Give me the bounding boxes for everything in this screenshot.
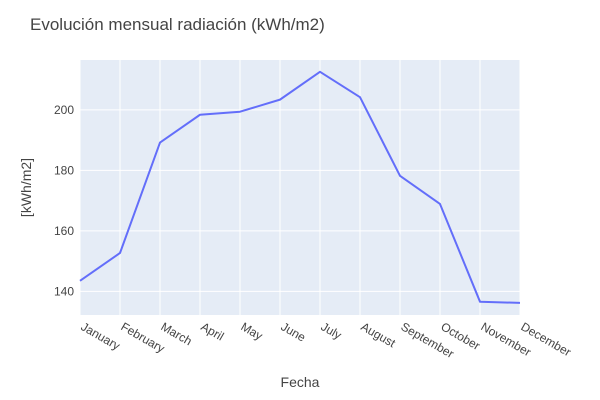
plot-area — [80, 60, 520, 315]
series-layer — [79, 70, 521, 304]
y-tick-label: 140 — [54, 284, 74, 298]
x-axis-title: Fecha — [281, 374, 320, 390]
y-tick-label: 200 — [54, 103, 74, 117]
y-tick-labels: 140 160 180 200 — [54, 103, 74, 298]
y-tick-label: 180 — [54, 163, 74, 177]
series-line — [79, 70, 521, 304]
y-axis-title: [kWh/m2] — [18, 158, 34, 217]
y-gridlines — [80, 109, 520, 292]
x-gridlines — [79, 60, 521, 315]
chart-title: Evolución mensual radiación (kWh/m2) — [30, 15, 325, 34]
y-tick-label: 160 — [54, 224, 74, 238]
